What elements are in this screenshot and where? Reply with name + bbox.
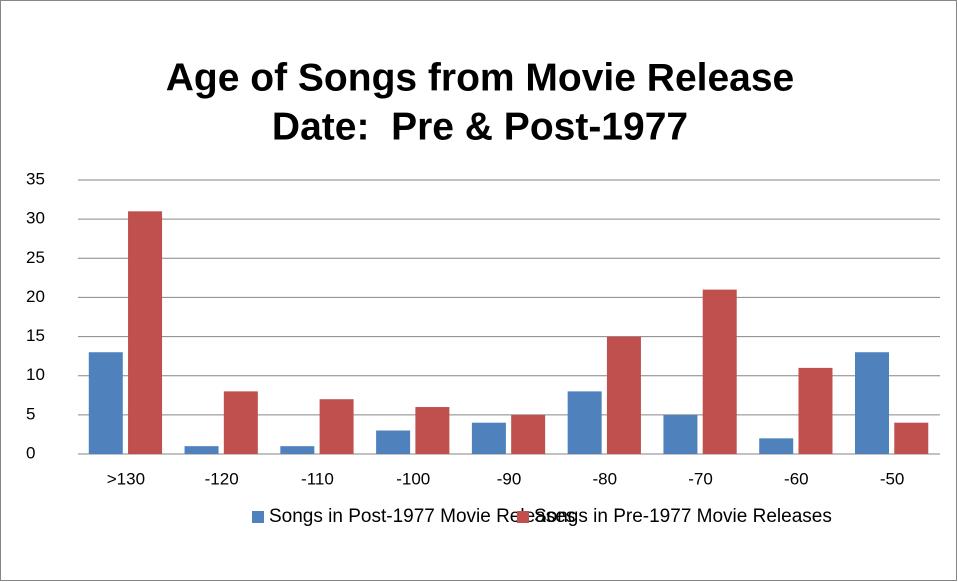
y-tick-label: 10: [26, 365, 45, 384]
bar: [376, 430, 411, 454]
x-tick-label: -50: [880, 469, 905, 488]
legend-label: Songs in Post-1977 Movie Releases: [269, 506, 575, 527]
bar: [184, 446, 219, 454]
bar: [128, 211, 163, 454]
bar: [567, 391, 602, 454]
chart-title: Age of Songs from Movie Release: [166, 56, 794, 99]
x-tick-label: -60: [784, 469, 809, 488]
y-tick-label: 20: [26, 287, 45, 306]
x-tick-label: -100: [396, 469, 430, 488]
bar: [471, 422, 506, 454]
bar: [854, 352, 889, 454]
y-tick-label: 30: [26, 209, 45, 228]
bar: [511, 414, 546, 454]
x-tick-label: -110: [301, 469, 334, 488]
bar: [280, 446, 315, 454]
bar: [798, 367, 833, 454]
y-tick-label: 25: [26, 248, 45, 267]
bar: [702, 289, 737, 454]
bar: [88, 352, 123, 454]
legend-swatch: [517, 511, 529, 523]
legend-swatch: [252, 511, 264, 523]
bar: [663, 414, 698, 454]
x-tick-label: -90: [497, 469, 522, 488]
bar: [319, 399, 354, 454]
legend-label: Songs in Pre-1977 Movie Releases: [534, 506, 832, 527]
bar: [759, 438, 794, 454]
bar: [223, 391, 258, 454]
y-tick-label: 0: [26, 443, 35, 462]
bar: [606, 336, 641, 454]
y-tick-label: 15: [26, 326, 45, 345]
x-tick-label: -80: [592, 469, 617, 488]
x-tick-label: -70: [688, 469, 713, 488]
bar: [415, 407, 450, 454]
x-tick-label: >130: [107, 469, 145, 488]
x-tick-label: -120: [205, 469, 239, 488]
chart-title: Date: Pre & Post-1977: [272, 105, 688, 148]
y-tick-label: 35: [26, 169, 45, 188]
bar: [894, 422, 929, 454]
y-tick-label: 5: [26, 404, 35, 423]
